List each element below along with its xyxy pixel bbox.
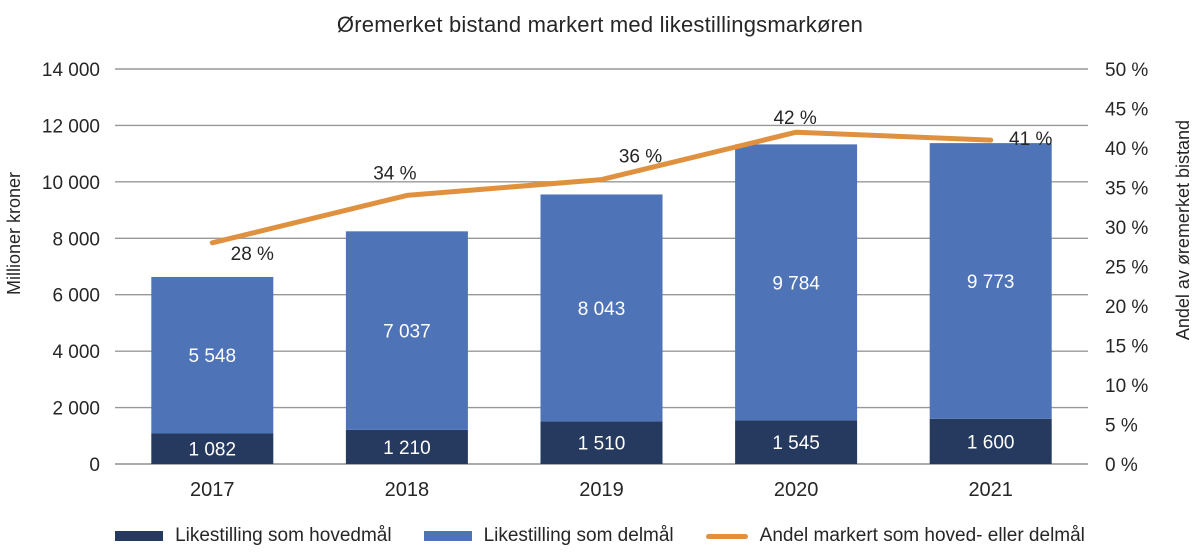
bar-value-label-delmal: 9 773 bbox=[967, 272, 1015, 293]
line-point-label: 28 % bbox=[231, 244, 274, 265]
bar-value-label-hovedmal: 1 082 bbox=[189, 440, 237, 461]
y-right-tick-label: 50 % bbox=[1105, 60, 1148, 81]
x-axis-label: 2019 bbox=[579, 479, 624, 501]
legend-label-hovedmal: Likestilling som hovedmål bbox=[175, 525, 392, 546]
y-left-tick-label: 0 bbox=[89, 455, 100, 476]
bar-value-label-hovedmal: 1 545 bbox=[772, 433, 820, 454]
legend-swatch-delmal bbox=[423, 531, 472, 541]
line-point-label: 42 % bbox=[773, 108, 816, 129]
bar-value-label-delmal: 7 037 bbox=[383, 322, 431, 343]
trend-line bbox=[209, 129, 994, 246]
y-left-tick-label: 12 000 bbox=[42, 116, 100, 137]
y-right-tick-label: 35 % bbox=[1105, 179, 1148, 200]
bar-segment-delmal bbox=[735, 144, 858, 421]
y-right-tick-label: 15 % bbox=[1105, 337, 1148, 358]
bar-segment-delmal bbox=[540, 194, 663, 422]
line-point-label: 34 % bbox=[373, 163, 416, 184]
legend-item-hovedmal: Likestilling som hovedmål bbox=[115, 525, 392, 547]
bar-value-label-hovedmal: 1 510 bbox=[578, 434, 626, 455]
x-axis-label: 2020 bbox=[774, 479, 819, 501]
y-right-tick-label: 20 % bbox=[1105, 297, 1148, 318]
bar-segment-hovedmal bbox=[345, 429, 468, 464]
line-point-label: 41 % bbox=[1009, 129, 1052, 150]
x-axis-label: 2018 bbox=[385, 479, 430, 501]
line-point-label: 36 % bbox=[619, 147, 662, 168]
y-left-tick-label: 6 000 bbox=[52, 286, 100, 307]
x-axis-label: 2021 bbox=[968, 479, 1013, 501]
legend-item-delmal: Likestilling som delmål bbox=[423, 525, 674, 547]
bar-value-label-delmal: 9 784 bbox=[772, 273, 820, 294]
bar-segment-hovedmal bbox=[540, 421, 663, 464]
legend-label-line: Andel markert som hoved- eller delmål bbox=[759, 525, 1085, 546]
bar-value-label-delmal: 8 043 bbox=[578, 299, 626, 320]
y-left-tick-label: 14 000 bbox=[42, 60, 100, 81]
y-left-tick-label: 4 000 bbox=[52, 342, 100, 363]
bar-segment-hovedmal bbox=[151, 433, 274, 464]
chart-title: Øremerket bistand markert med likestilli… bbox=[336, 12, 864, 37]
bar-segment-hovedmal bbox=[735, 420, 858, 464]
bar-value-label-delmal: 5 548 bbox=[189, 346, 237, 367]
bar-segment-hovedmal bbox=[929, 418, 1052, 464]
y-left-tick-label: 8 000 bbox=[52, 229, 100, 250]
legend-swatch-line bbox=[705, 533, 748, 539]
bar-value-label-hovedmal: 1 210 bbox=[383, 438, 431, 459]
y-right-tick-label: 40 % bbox=[1105, 139, 1148, 160]
y-right-tick-label: 30 % bbox=[1105, 218, 1148, 239]
bar-segment-delmal bbox=[345, 231, 468, 430]
y-right-tick-label: 5 % bbox=[1105, 416, 1138, 437]
legend-swatch-hovedmal bbox=[115, 531, 164, 541]
y-right-tick-label: 0 % bbox=[1105, 455, 1138, 476]
y-right-tick-label: 45 % bbox=[1105, 100, 1148, 121]
y-right-tick-label: 25 % bbox=[1105, 258, 1148, 279]
bar-value-label-hovedmal: 1 600 bbox=[967, 432, 1015, 453]
bar-segment-delmal bbox=[151, 276, 274, 434]
y-right-tick-label: 10 % bbox=[1105, 376, 1148, 397]
legend-label-delmal: Likestilling som delmål bbox=[483, 525, 674, 546]
y-left-tick-label: 10 000 bbox=[42, 173, 100, 194]
legend: Likestilling som hovedmål Likestilling s… bbox=[0, 520, 1200, 552]
legend-item-line: Andel markert som hoved- eller delmål bbox=[705, 525, 1085, 547]
x-axis-label: 2017 bbox=[190, 479, 235, 501]
bar-segment-delmal bbox=[929, 143, 1052, 419]
y-left-tick-label: 2 000 bbox=[52, 399, 100, 420]
